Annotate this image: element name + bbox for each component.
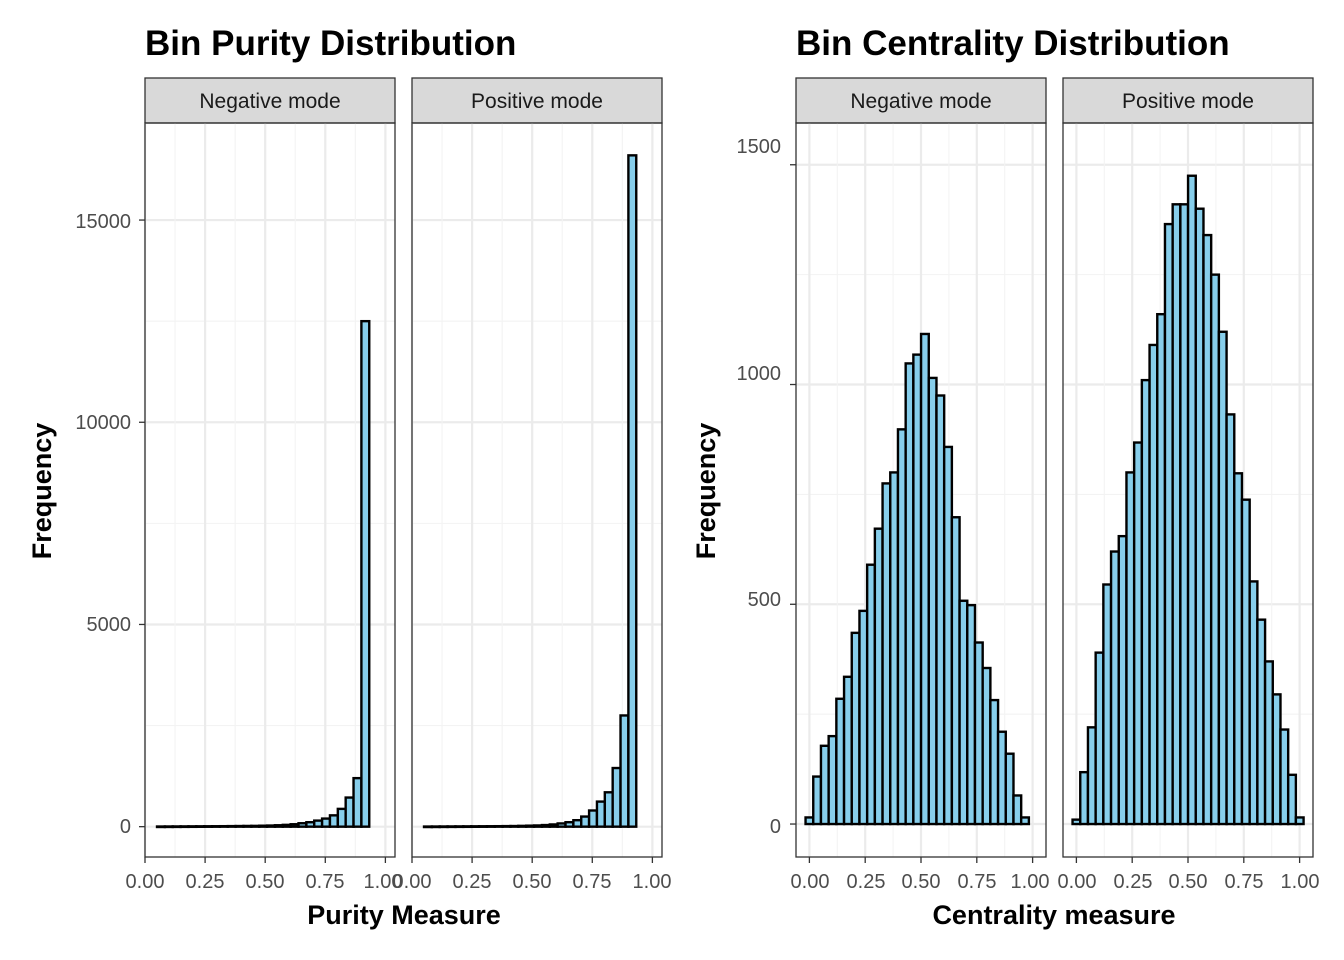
histogram-bars (804, 332, 1031, 826)
x-tick-label: 1.00 (1281, 871, 1320, 893)
x-tick-label: 0.25 (453, 871, 492, 893)
centrality-facet-positive: Positive mode 0.00 0.25 0.50 0.75 1.00 (1058, 77, 1320, 893)
histogram-bar (360, 319, 371, 828)
panel-border (144, 122, 396, 858)
purity-facet-negative: Negative mode 0 5000 10000 15000 0.00 0.… (75, 77, 403, 893)
y-tick-label: 1000 (737, 363, 782, 385)
x-tick-label: 1.00 (364, 871, 403, 893)
x-tick-label: 1.00 (1011, 871, 1050, 893)
histogram-bars (155, 319, 371, 829)
y-tick-label: 0 (120, 816, 131, 838)
y-tick-label: 10000 (75, 412, 131, 434)
x-axis: 0.00 0.25 0.50 0.75 1.00 (791, 857, 1050, 893)
facet-strip (411, 77, 663, 124)
y-axis: 0 5000 10000 15000 (75, 211, 145, 838)
purity-chart: Bin Purity Distribution Frequency Purity… (27, 24, 671, 930)
panel-border (411, 122, 663, 858)
y-tick-label: 15000 (75, 211, 131, 233)
histogram-bar (1019, 816, 1031, 826)
x-tick-label: 0.75 (573, 871, 612, 893)
centrality-x-axis-title: Centrality measure (932, 900, 1175, 930)
purity-facet-positive: Positive mode 0.00 0.25 0.50 0.75 1.00 (393, 77, 672, 893)
centrality-chart-title: Bin Centrality Distribution (796, 24, 1230, 63)
centrality-facet-negative: Negative mode 0 500 1000 1500 0.00 0.25 … (737, 77, 1050, 893)
centrality-y-axis-title: Frequency (691, 423, 721, 560)
y-axis: 0 500 1000 1500 (737, 136, 796, 838)
facet-strip-label: Positive mode (1122, 90, 1254, 113)
x-axis: 0.00 0.25 0.50 0.75 1.00 (1058, 857, 1320, 893)
purity-chart-title: Bin Purity Distribution (145, 24, 516, 63)
x-tick-label: 0.00 (791, 871, 830, 893)
y-tick-label: 5000 (87, 614, 132, 636)
x-axis: 0.00 0.25 0.50 0.75 1.00 (393, 857, 672, 893)
x-tick-label: 0.00 (1058, 871, 1097, 893)
x-tick-label: 0.25 (847, 871, 886, 893)
gridlines (143, 123, 395, 857)
y-tick-label: 500 (748, 589, 781, 611)
facet-strip (144, 77, 396, 124)
y-tick-label: 0 (770, 816, 781, 838)
x-tick-label: 0.75 (1225, 871, 1264, 893)
facet-strip-label: Negative mode (850, 90, 991, 113)
histogram-bar (1004, 752, 1015, 826)
x-tick-label: 0.00 (393, 871, 432, 893)
x-tick-label: 0.25 (186, 871, 225, 893)
histogram-bars (1071, 174, 1305, 826)
x-tick-label: 0.50 (246, 871, 285, 893)
x-tick-label: 0.00 (126, 871, 165, 893)
purity-y-axis-title: Frequency (27, 423, 57, 560)
x-tick-label: 0.50 (513, 871, 552, 893)
x-tick-label: 1.00 (633, 871, 672, 893)
x-tick-label: 0.25 (1114, 871, 1153, 893)
histogram-bar (627, 154, 638, 828)
x-axis: 0.00 0.25 0.50 0.75 1.00 (126, 857, 403, 893)
centrality-chart: Bin Centrality Distribution Frequency Ce… (691, 24, 1319, 930)
y-tick-label: 1500 (737, 136, 782, 158)
facet-strip-label: Negative mode (199, 90, 340, 113)
histogram-bars (422, 154, 638, 829)
x-tick-label: 0.50 (902, 871, 941, 893)
x-tick-label: 0.50 (1169, 871, 1208, 893)
purity-x-axis-title: Purity Measure (307, 900, 501, 930)
histogram-bar (1012, 794, 1023, 826)
x-tick-label: 0.75 (958, 871, 997, 893)
facet-strip-label: Positive mode (471, 90, 603, 113)
x-tick-label: 0.75 (306, 871, 345, 893)
histogram-bar (1294, 816, 1305, 826)
histogram-bar (1286, 773, 1298, 826)
